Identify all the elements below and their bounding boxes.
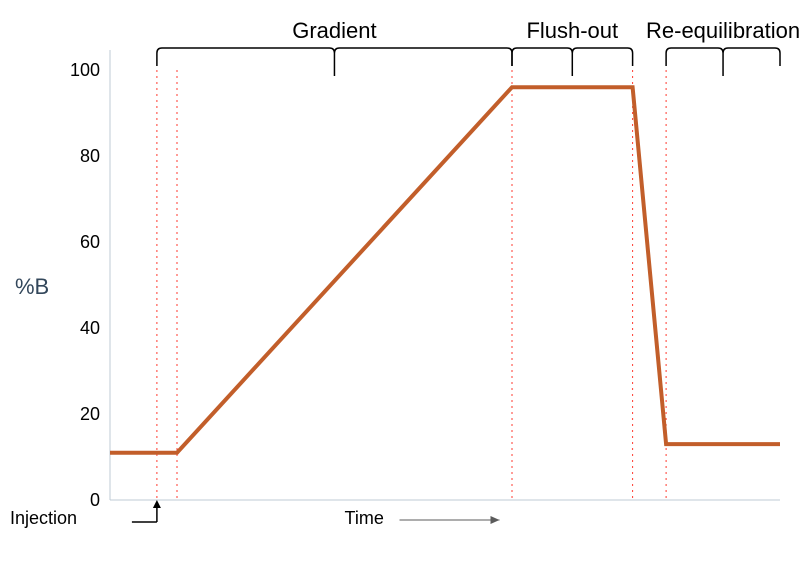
chart-svg: [0, 0, 800, 562]
y-tick-label: 0: [60, 490, 100, 511]
phase-label-gradient: Gradient: [234, 18, 434, 44]
y-tick-label: 80: [60, 146, 100, 167]
injection-label: Injection: [10, 508, 77, 529]
chart-stage: { "chart": { "type": "line", "width": 80…: [0, 0, 800, 562]
x-axis-label: Time: [345, 508, 384, 529]
y-tick-label: 60: [60, 232, 100, 253]
phase-label-reequil: Re-equilibration: [623, 18, 800, 44]
y-tick-label: 40: [60, 318, 100, 339]
y-tick-label: 20: [60, 404, 100, 425]
y-tick-label: 100: [60, 60, 100, 81]
y-axis-label: %B: [15, 274, 49, 300]
